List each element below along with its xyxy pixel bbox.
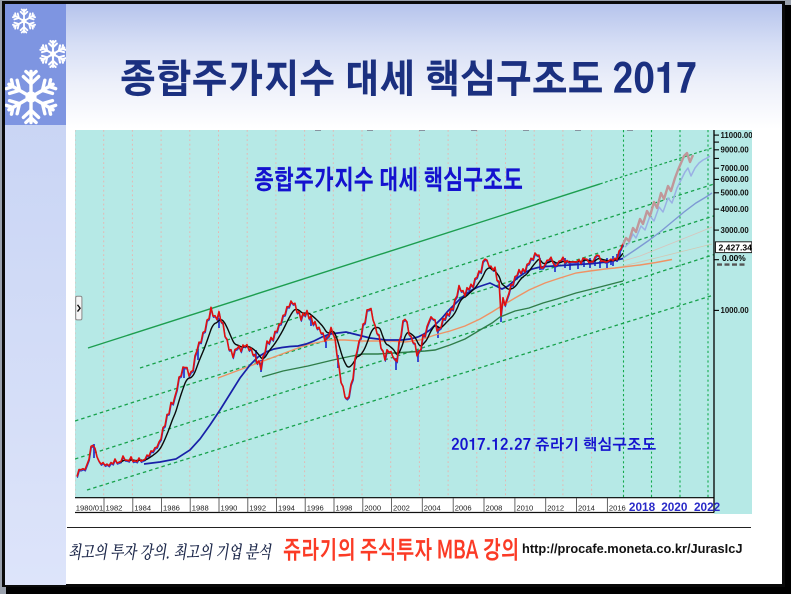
svg-text:1988: 1988 — [192, 503, 209, 512]
svg-text:2022: 2022 — [694, 500, 721, 514]
svg-text:1984: 1984 — [134, 503, 151, 512]
svg-text:2000: 2000 — [364, 503, 381, 512]
svg-text:2,427.34: 2,427.34 — [719, 242, 753, 252]
svg-text:1992: 1992 — [249, 503, 266, 512]
svg-text:1980/01: 1980/01 — [76, 503, 103, 512]
svg-text:0.00%: 0.00% — [722, 253, 746, 263]
svg-text:2014: 2014 — [578, 503, 595, 512]
svg-text:2018: 2018 — [629, 500, 656, 514]
svg-text:2020: 2020 — [661, 500, 688, 514]
svg-text:6000.00: 6000.00 — [721, 175, 750, 184]
svg-text:2016: 2016 — [609, 503, 626, 512]
svg-text:1986: 1986 — [163, 503, 180, 512]
svg-text:2004: 2004 — [424, 503, 441, 512]
svg-text:1982: 1982 — [106, 503, 123, 512]
svg-text:11000.00: 11000.00 — [721, 131, 753, 140]
svg-text:5000.00: 5000.00 — [721, 189, 750, 198]
svg-text:7000.00: 7000.00 — [721, 164, 750, 173]
svg-text:2002: 2002 — [393, 503, 410, 512]
svg-text:3000.00: 3000.00 — [721, 226, 750, 235]
svg-text:2008: 2008 — [486, 503, 503, 512]
svg-text:2012: 2012 — [547, 503, 564, 512]
svg-text:1996: 1996 — [307, 503, 324, 512]
svg-text:2010: 2010 — [516, 503, 533, 512]
svg-text:1000.00: 1000.00 — [721, 306, 750, 315]
svg-text:1990: 1990 — [221, 503, 238, 512]
svg-text:4000.00: 4000.00 — [721, 205, 750, 214]
svg-text:9000.00: 9000.00 — [721, 146, 750, 155]
svg-text:1998: 1998 — [336, 503, 353, 512]
svg-text:1994: 1994 — [278, 503, 295, 512]
svg-text:2006: 2006 — [455, 503, 472, 512]
